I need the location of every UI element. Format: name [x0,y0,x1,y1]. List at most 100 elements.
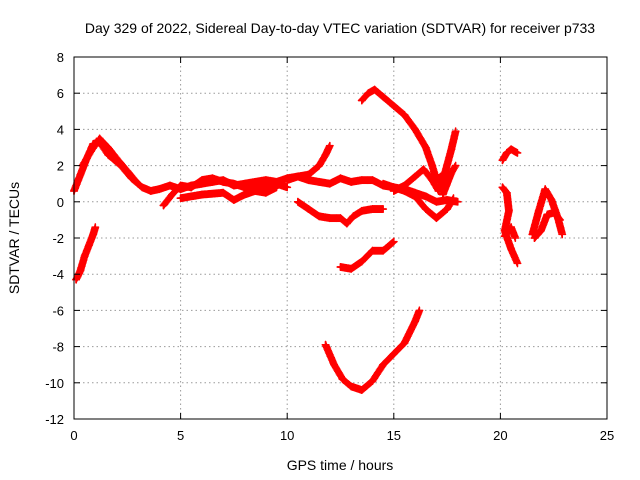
y-tick-label: 4 [57,122,64,137]
data-point [261,181,270,190]
data-point [389,101,398,110]
data-point [447,145,456,154]
data-point [219,177,228,186]
data-point [453,197,462,206]
data-point [347,382,356,391]
y-tick-label: 0 [57,195,64,210]
y-tick-label: -2 [52,231,64,246]
data-point [347,177,356,186]
data-point [411,317,420,326]
series-8 [336,237,398,273]
data-point [411,172,420,181]
data-point [368,205,377,214]
data-point [315,212,324,221]
tick-marks [73,56,608,420]
data-point [321,340,330,349]
data-point [357,176,366,185]
data-point [451,161,460,170]
chart-title: Day 329 of 2022, Sidereal Day-to-day VTE… [85,20,595,36]
data-point [507,223,516,232]
data-point [84,241,93,250]
data-point [165,181,174,190]
data-point [428,176,437,185]
x-tick-label: 0 [70,428,77,443]
data-point [330,360,339,369]
data-point [547,195,556,204]
series-9 [321,306,424,395]
data-point [419,165,428,174]
data-point [500,232,509,241]
data-point [357,206,366,215]
data-point [197,176,206,185]
x-tick-label: 10 [280,428,294,443]
data-point [440,168,449,177]
data-point [400,110,409,119]
grid [74,57,607,419]
series-7 [293,197,388,228]
data-point [342,219,351,228]
data-point [556,215,565,224]
series-4 [159,174,292,210]
data-point [389,186,398,195]
data-point [421,205,430,214]
data-point [336,262,345,271]
data-point [449,194,458,203]
series-12 [389,127,460,195]
data-point [293,197,302,206]
data-point [428,161,437,170]
data-point [421,192,430,201]
data-point [347,264,356,273]
data-point [389,349,398,358]
data-point [240,183,249,192]
data-point [95,134,104,143]
data-point [411,125,420,134]
data-point [321,150,330,159]
data-point [364,89,373,98]
data-point [507,244,516,253]
x-tick-label: 5 [177,428,184,443]
data-point [502,188,511,197]
data-point [283,176,292,185]
data-point [159,201,168,210]
data-point [502,148,511,157]
data-point [536,226,545,235]
y-tick-label: -10 [45,376,64,391]
data-point [543,210,552,219]
data-series [70,85,567,395]
data-point [146,186,155,195]
data-point [379,205,388,214]
data-point [513,148,522,157]
data-point [389,237,398,246]
data-point [219,188,228,197]
y-tick-label: -12 [45,412,64,427]
series-10 [357,85,445,185]
x-tick-labels: 0 5 10 15 20 25 [70,428,614,443]
data-point [112,154,121,163]
data-point [338,375,347,384]
y-tick-label: 2 [57,159,64,174]
data-point [513,259,522,268]
data-point [229,195,238,204]
data-point [400,338,409,347]
series-5 [176,183,281,204]
data-point [379,92,388,101]
data-point [78,161,87,170]
series-2 [72,223,100,284]
data-point [368,376,377,385]
data-point [511,234,520,242]
data-point [368,176,377,185]
y-tick-labels: -12 -10 -8 -6 -4 -2 0 2 4 6 8 [45,50,64,427]
data-point [304,170,313,179]
data-point [498,156,507,165]
data-point [368,246,377,255]
data-point [187,183,196,192]
data-point [534,206,543,215]
series-14 [498,145,522,165]
data-point [541,185,550,194]
data-point [240,190,249,199]
data-point [76,170,85,179]
data-point [123,167,132,176]
data-point [251,179,260,188]
